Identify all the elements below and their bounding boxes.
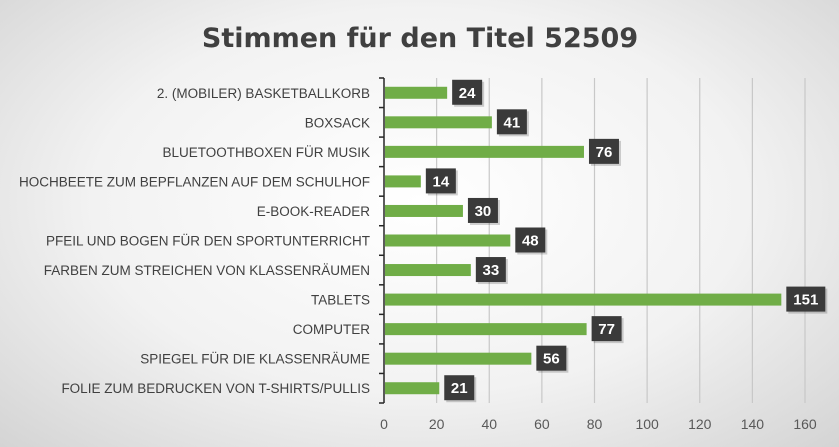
x-tick-label: 40 <box>481 416 497 432</box>
data-label-box <box>591 316 622 342</box>
data-label: 14 <box>432 173 449 190</box>
category-label: HOCHBEETE ZUM BEPFLANZEN AUF DEM SCHULHO… <box>19 174 370 189</box>
data-label: 76 <box>596 144 613 161</box>
data-label: 41 <box>504 114 521 131</box>
bar <box>385 234 511 247</box>
category-label: 2. (MOBILER) BASKETBALLKORB <box>157 86 370 101</box>
bar <box>385 352 532 365</box>
data-label: 33 <box>482 262 499 279</box>
data-label-box <box>515 227 546 253</box>
category-label: FOLIE ZUM BEDRUCKEN VON T-SHIRTS/PULLIS <box>61 381 370 396</box>
x-tick-label: 140 <box>741 416 765 432</box>
data-label-box <box>786 286 826 312</box>
data-label: 24 <box>459 85 476 102</box>
category-label: E-BOOK-READER <box>257 204 371 219</box>
bar <box>385 204 463 217</box>
data-label-box <box>452 79 483 105</box>
bar <box>385 382 440 395</box>
bar <box>385 116 492 129</box>
bar <box>385 323 587 336</box>
bar <box>385 264 471 277</box>
x-tick-label: 80 <box>587 416 603 432</box>
data-label-box <box>475 257 506 283</box>
x-tick-label: 20 <box>429 416 445 432</box>
data-label: 151 <box>793 292 818 309</box>
category-label: TABLETS <box>311 293 370 308</box>
bar <box>385 293 782 306</box>
bar <box>385 145 584 158</box>
bar <box>385 175 421 188</box>
data-label: 21 <box>451 380 468 397</box>
bar <box>385 86 448 99</box>
category-label: COMPUTER <box>293 322 371 337</box>
category-label: SPIEGEL FÜR DIE KLASSENRÄUME <box>140 352 370 367</box>
x-tick-label: 120 <box>688 416 712 432</box>
data-label-box <box>444 375 475 401</box>
data-label: 30 <box>475 203 492 220</box>
data-label: 77 <box>598 321 615 338</box>
data-label-box <box>588 138 619 164</box>
x-tick-label: 160 <box>793 416 817 432</box>
data-label-box <box>536 345 567 371</box>
x-tick-label: 100 <box>635 416 659 432</box>
data-label: 56 <box>543 351 560 368</box>
category-label: BOXSACK <box>305 115 370 130</box>
data-label-box <box>467 197 498 223</box>
data-label: 48 <box>522 233 539 250</box>
chart-title: Stimmen für den Titel 52509 <box>202 23 638 54</box>
category-label: FARBEN ZUM STREICHEN VON KLASSENRÄUMEN <box>44 263 370 278</box>
category-label: BLUETOOTHBOXEN FÜR MUSIK <box>162 145 370 160</box>
data-label-box <box>425 168 456 194</box>
x-tick-label: 60 <box>534 416 550 432</box>
data-label-box <box>496 109 527 135</box>
category-label: PFEIL UND BOGEN FÜR DEN SPORTUNTERRICHT <box>46 234 370 249</box>
x-tick-label: 0 <box>380 416 388 432</box>
